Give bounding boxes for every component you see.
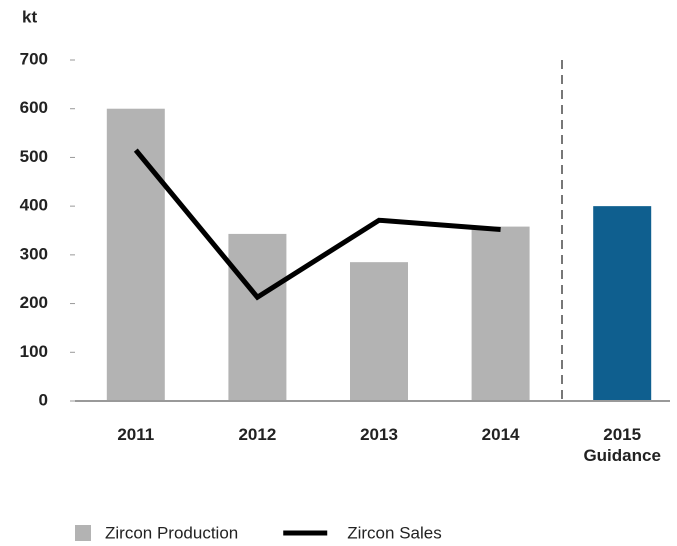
x-tick-label: 2015 Guidance	[583, 425, 661, 465]
bar	[106, 108, 165, 401]
y-tick-label: 500	[20, 147, 48, 166]
bar	[228, 233, 287, 401]
x-tick-label: 2014	[481, 425, 520, 444]
legend-swatch	[75, 525, 91, 541]
y-tick-label: 0	[39, 390, 48, 409]
y-tick-label: 100	[20, 342, 48, 361]
bar	[350, 262, 408, 401]
y-tick-label: 600	[20, 98, 48, 117]
bar	[471, 226, 530, 401]
y-tick-label: 300	[20, 244, 48, 263]
y-axis-label: kt	[22, 7, 37, 26]
y-tick-label: 200	[20, 293, 48, 312]
y-tick-label: 400	[20, 196, 48, 215]
line	[133, 148, 501, 301]
y-tick-label: 700	[20, 49, 48, 68]
x-tick-label: 2011	[117, 425, 155, 444]
x-tick-label: 2012	[238, 425, 277, 444]
legend-label: Zircon Sales	[347, 523, 441, 542]
x-tick-label: 2013	[360, 425, 398, 444]
legend-label: Zircon Production	[105, 523, 238, 542]
bar	[593, 206, 652, 401]
